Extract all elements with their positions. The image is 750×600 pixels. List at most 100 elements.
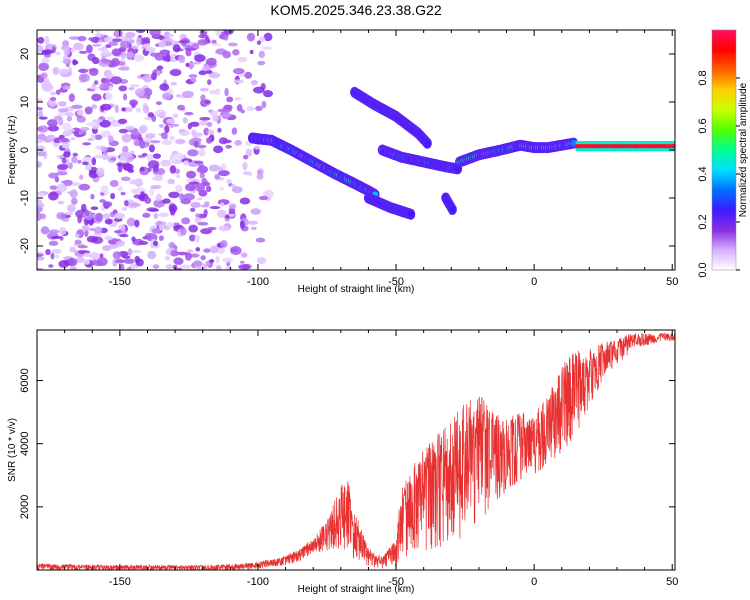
- noise-speckle: [91, 119, 104, 123]
- noise-speckle: [41, 82, 54, 92]
- noise-speckle: [198, 70, 207, 76]
- noise-speckle: [134, 255, 140, 263]
- noise-speckle: [228, 203, 237, 210]
- noise-speckle: [231, 186, 243, 194]
- noise-speckle: [256, 172, 264, 180]
- colorbar-tick-label: 0.6: [697, 118, 709, 133]
- noise-speckle: [126, 266, 132, 270]
- snr-x-tick-label: -50: [388, 576, 404, 588]
- spectrogram-y-tick-label: 20: [19, 48, 31, 60]
- noise-speckle: [84, 166, 92, 171]
- noise-speckle: [230, 246, 242, 255]
- noise-speckle: [68, 93, 75, 102]
- noise-speckle: [37, 111, 41, 117]
- noise-speckle: [122, 66, 130, 71]
- noise-speckle: [157, 168, 166, 175]
- noise-speckle: [205, 260, 210, 267]
- noise-speckle: [110, 193, 116, 200]
- noise-speckle: [127, 248, 133, 256]
- noise-speckle: [172, 123, 179, 127]
- noise-speckle: [203, 127, 210, 136]
- noise-speckle: [207, 226, 217, 231]
- noise-speckle: [88, 170, 99, 179]
- noise-speckle: [199, 87, 210, 92]
- noise-speckle: [108, 85, 113, 92]
- spectrogram-y-tick-label: 0: [19, 147, 31, 153]
- noise-speckle: [95, 30, 101, 33]
- noise-speckle: [99, 119, 111, 128]
- noise-speckle: [161, 92, 172, 100]
- noise-speckle: [223, 104, 233, 110]
- snr-panel: -150 -100 -50 0 50 2000 4000 6000 Height of st…: [7, 329, 678, 595]
- noise-speckle: [49, 185, 58, 190]
- noise-speckle: [158, 235, 164, 241]
- noise-speckle: [149, 140, 161, 144]
- tone-core: [673, 144, 675, 149]
- noise-speckle: [145, 47, 150, 52]
- noise-speckle: [82, 161, 89, 166]
- noise-speckle: [146, 153, 154, 162]
- noise-speckle: [89, 252, 101, 260]
- noise-speckle: [78, 68, 89, 74]
- noise-speckle: [164, 124, 170, 134]
- noise-speckle: [142, 212, 151, 218]
- noise-speckle: [207, 129, 215, 135]
- noise-speckle: [100, 184, 109, 193]
- noise-speckle: [263, 32, 273, 42]
- noise-speckle: [92, 43, 102, 47]
- noise-speckle: [44, 77, 49, 84]
- noise-speckle: [195, 213, 200, 218]
- noise-speckle: [113, 212, 125, 219]
- noise-speckle: [77, 35, 87, 42]
- noise-speckle: [88, 68, 99, 76]
- noise-speckle: [234, 140, 242, 146]
- noise-speckle: [91, 157, 97, 166]
- noise-speckle: [186, 170, 197, 179]
- noise-speckle: [37, 44, 44, 53]
- trace-2: [377, 144, 463, 175]
- noise-speckle: [182, 117, 188, 124]
- noise-speckle: [89, 86, 100, 90]
- snr-y-tick-label: 2000: [19, 495, 31, 519]
- noise-speckle: [184, 252, 192, 261]
- noise-speckle: [100, 103, 112, 111]
- noise-speckle: [117, 186, 123, 192]
- noise-speckle: [58, 117, 64, 126]
- noise-speckle: [258, 50, 266, 59]
- noise-speckle: [151, 228, 161, 234]
- noise-speckle: [172, 113, 179, 118]
- noise-speckle: [129, 84, 140, 88]
- noise-speckle: [190, 207, 196, 212]
- noise-speckle: [139, 191, 145, 200]
- noise-speckle: [175, 184, 183, 193]
- noise-speckle: [215, 264, 222, 270]
- noise-speckle: [48, 264, 54, 268]
- noise-speckle: [117, 118, 128, 125]
- noise-speckle: [133, 138, 140, 147]
- noise-speckle: [50, 252, 55, 260]
- noise-speckle: [121, 133, 132, 143]
- noise-speckle: [129, 99, 139, 107]
- colorbar: 0.0 0.2 0.4 0.6 0.8 Normalized spectral ampl…: [697, 29, 749, 278]
- noise-speckle: [190, 76, 197, 82]
- noise-speckle: [91, 93, 102, 102]
- noise-speckle: [150, 184, 162, 190]
- noise-speckle: [142, 105, 150, 114]
- noise-speckle: [70, 137, 76, 141]
- noise-speckle: [194, 54, 206, 63]
- noise-speckle: [58, 260, 70, 268]
- noise-speckle: [153, 240, 159, 247]
- noise-speckle: [91, 56, 100, 65]
- noise-speckle: [155, 109, 167, 118]
- trace-1: [350, 86, 432, 149]
- noise-speckle: [199, 120, 208, 126]
- noise-speckle: [195, 132, 203, 137]
- snr-y-ticks: 2000 4000 6000: [19, 368, 675, 519]
- noise-speckle: [68, 162, 73, 170]
- noise-speckle: [49, 123, 56, 127]
- noise-speckle: [161, 139, 173, 146]
- noise-speckle: [37, 212, 42, 221]
- noise-speckle: [225, 214, 230, 219]
- noise-speckle: [134, 219, 140, 228]
- noise-speckle: [84, 210, 90, 217]
